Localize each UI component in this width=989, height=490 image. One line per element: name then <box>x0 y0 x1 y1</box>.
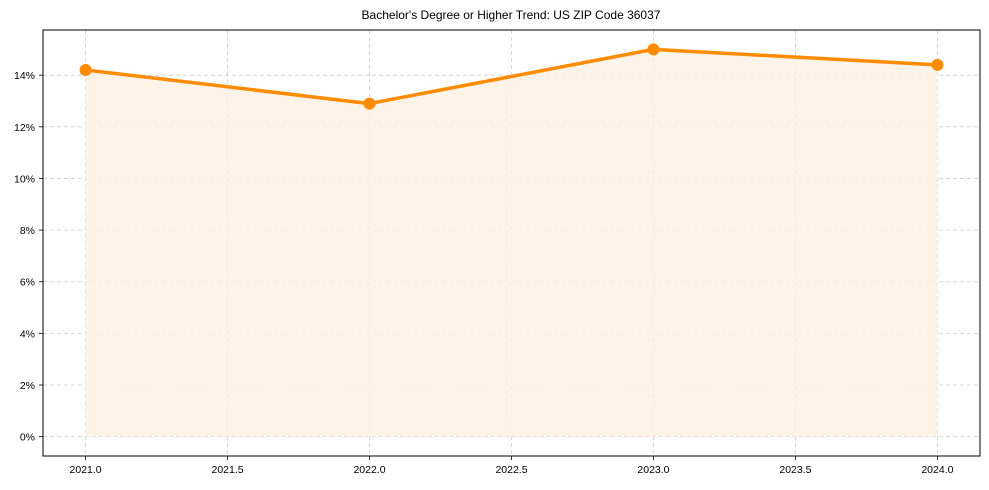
data-point-marker <box>931 58 944 71</box>
y-tick-label: 10% <box>14 173 35 185</box>
x-tick-label: 2024.0 <box>921 464 953 476</box>
x-tick-label: 2022.5 <box>495 464 527 476</box>
y-tick-label: 6% <box>20 277 35 289</box>
y-tick-label: 8% <box>20 225 35 237</box>
x-axis: 2021.0 2021.5 2022.0 2022.5 2023.0 2023.5 2024… <box>70 456 954 476</box>
data-line <box>85 47 938 106</box>
data-point-marker <box>79 64 92 77</box>
y-tick-label: 14% <box>14 70 35 82</box>
x-tick-label: 2023.0 <box>637 464 669 476</box>
y-tick-label: 0% <box>20 432 35 444</box>
y-tick-label: 12% <box>14 122 35 134</box>
y-tick-label: 2% <box>20 380 35 392</box>
x-tick-label: 2022.0 <box>353 464 385 476</box>
data-points <box>79 43 944 110</box>
area-fill <box>85 49 938 437</box>
series-line <box>85 47 938 106</box>
chart-title: Bachelor's Degree or Higher Trend: US ZI… <box>361 8 661 22</box>
x-tick-label: 2021.5 <box>211 464 243 476</box>
data-point-marker <box>363 97 376 110</box>
x-tick-label: 2023.5 <box>779 464 811 476</box>
y-axis: 0% 2% 4% 6% 8% 10% 12% 14% <box>14 70 43 444</box>
x-tick-label: 2021.0 <box>70 464 102 476</box>
y-tick-label: 4% <box>20 328 35 340</box>
area-polygon <box>85 49 938 437</box>
data-point-marker <box>647 43 660 56</box>
